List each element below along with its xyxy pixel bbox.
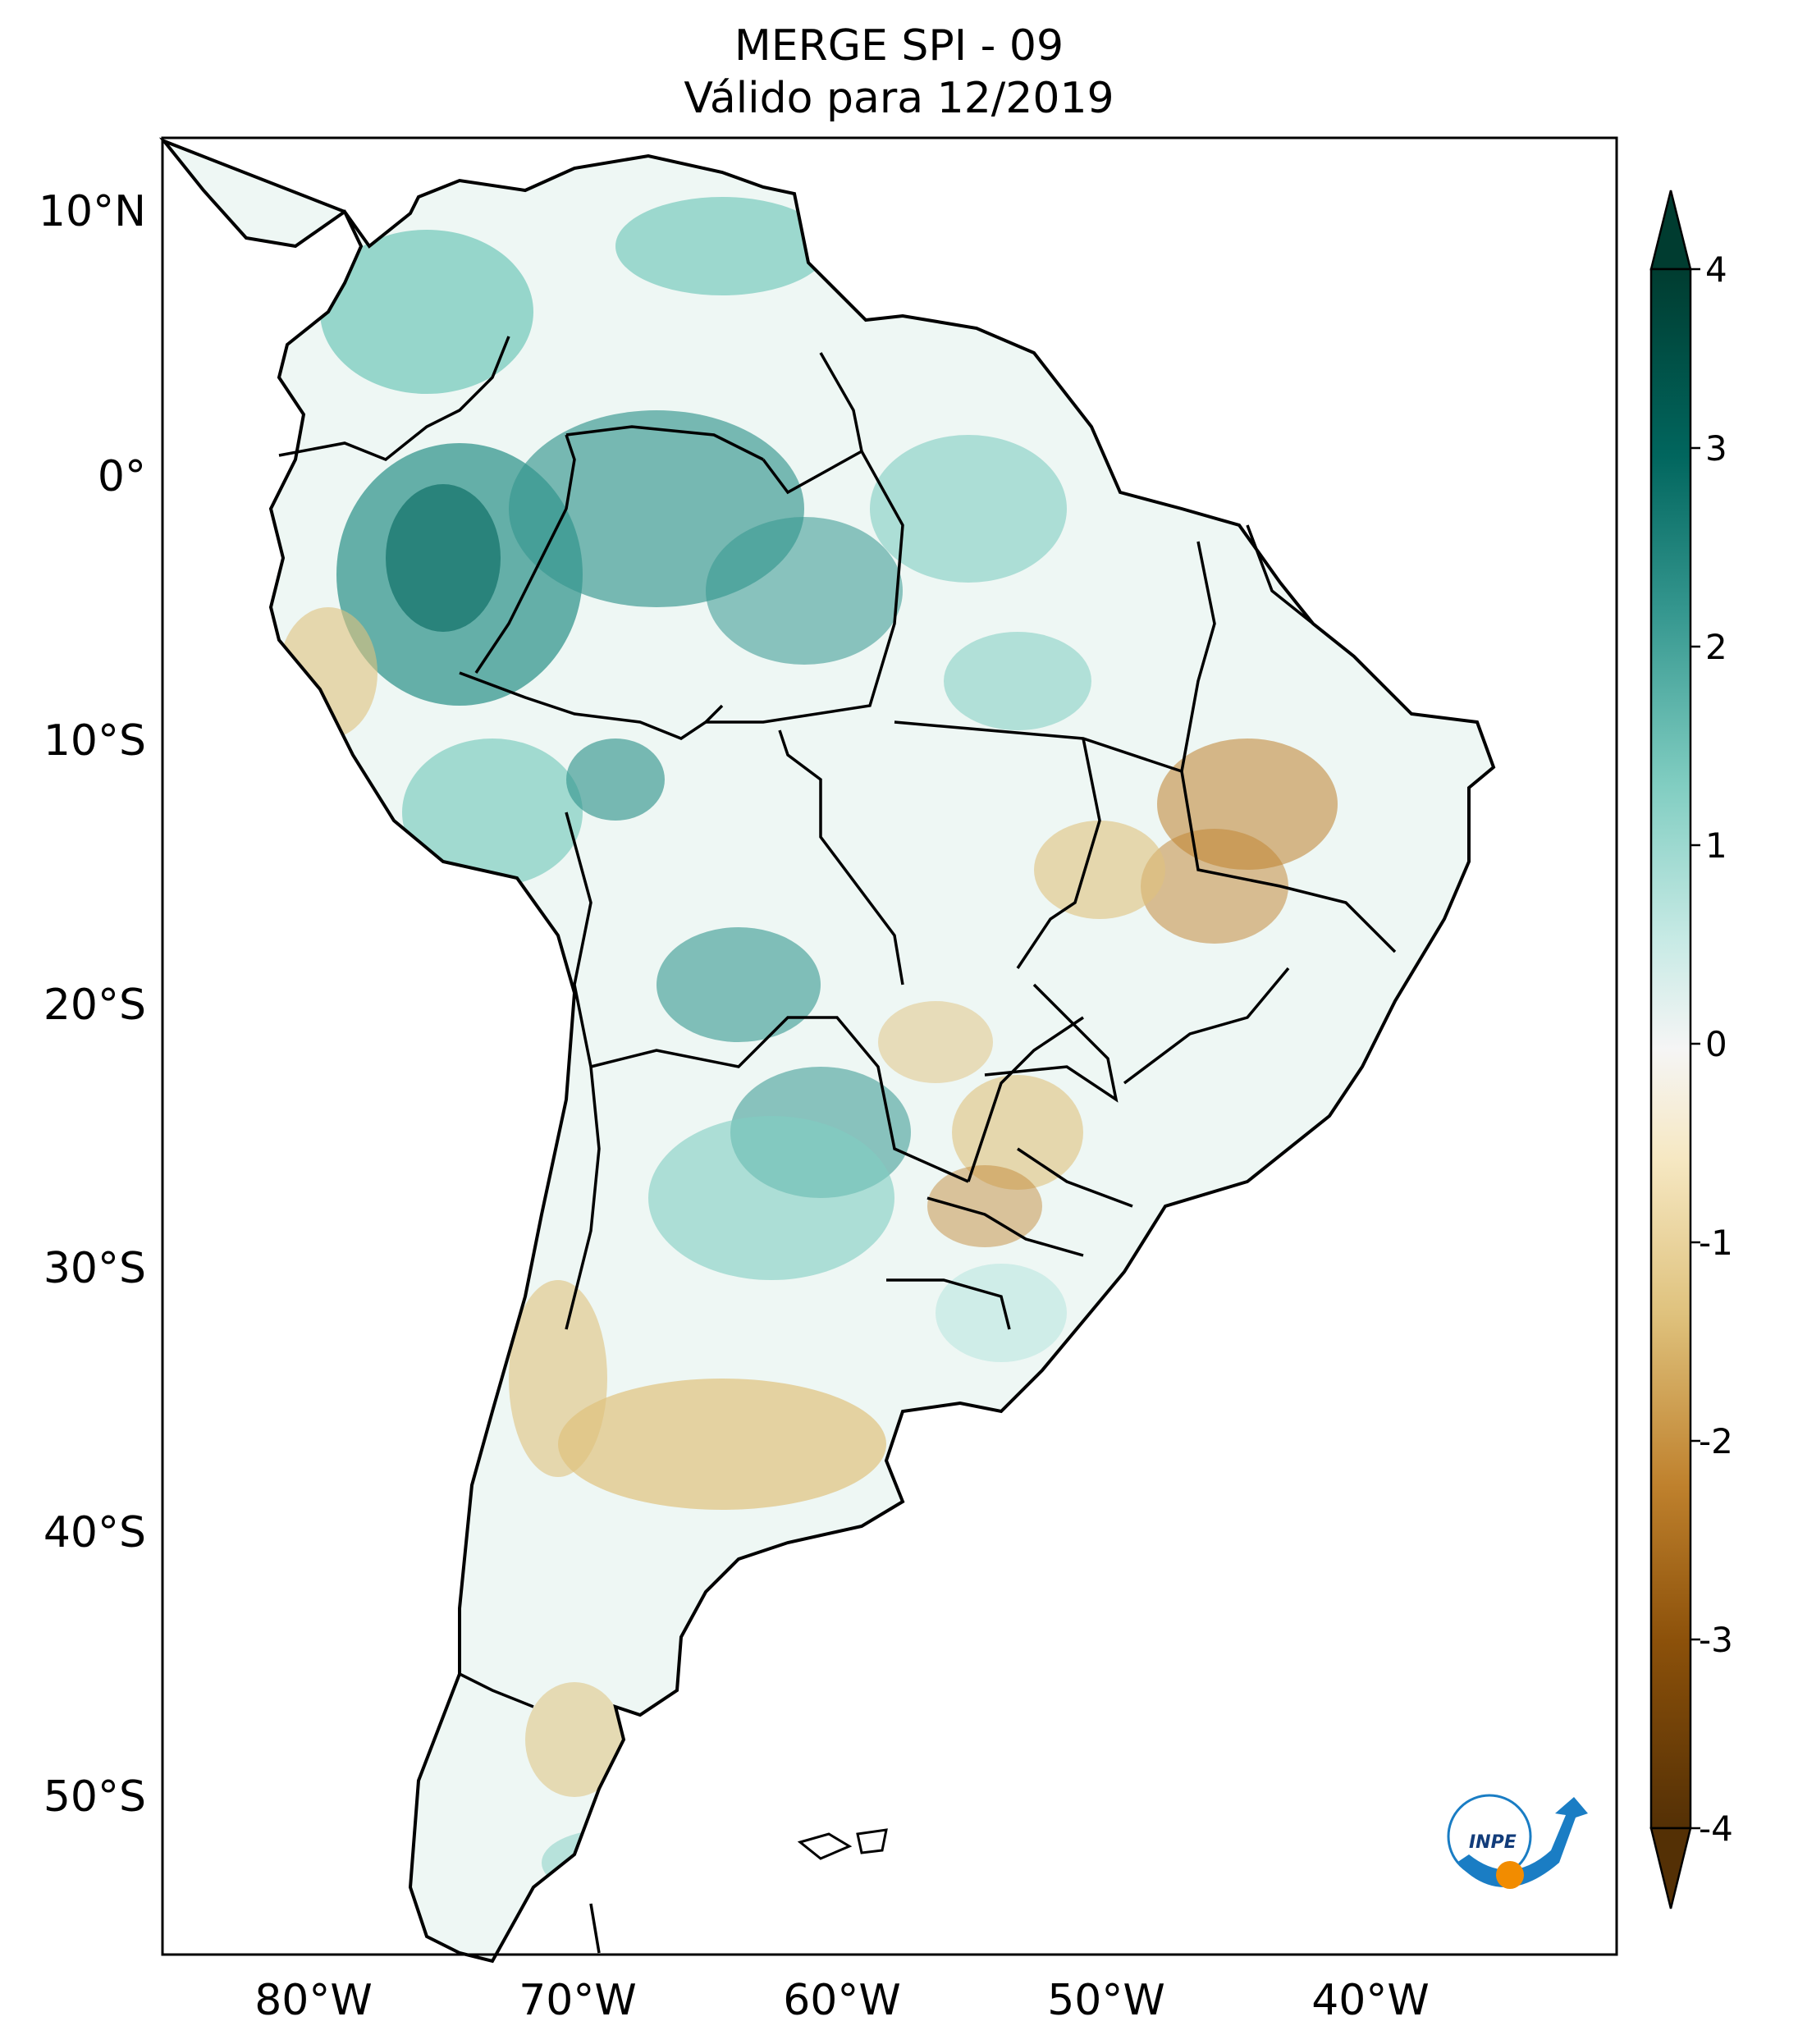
colorbar-tick-label: -4 xyxy=(1699,1809,1733,1849)
lat-label: 40°S xyxy=(43,1508,146,1557)
colorbar-tick-label: 1 xyxy=(1705,825,1727,866)
colorbar-tick-label: -1 xyxy=(1699,1223,1733,1263)
colorbar-tick-label: 0 xyxy=(1705,1024,1727,1064)
colorbar-ticks xyxy=(1690,268,1700,1830)
map-title-line1: MERGE SPI - 09 xyxy=(734,21,1064,71)
logo-arrow xyxy=(1457,1797,1588,1887)
logo-text: INPE xyxy=(1469,1832,1517,1853)
colorbar xyxy=(1649,190,1692,1909)
inpe-logo: INPE xyxy=(1447,1794,1588,1889)
logo-dot xyxy=(1496,1861,1524,1889)
lon-label: 40°W xyxy=(1311,1976,1430,2025)
colorbar-tick-label: 4 xyxy=(1705,249,1727,290)
lon-label: 70°W xyxy=(519,1976,637,2025)
colorbar-tick-label: 3 xyxy=(1705,428,1727,469)
longitude-labels: 80°W 70°W 60°W 50°W 40°W xyxy=(254,1976,1430,2025)
colorbar-bottom-extension xyxy=(1649,1827,1692,1909)
plot-frame xyxy=(161,136,1618,1956)
lat-label: 20°S xyxy=(43,981,146,1030)
lat-label: 0° xyxy=(98,452,146,501)
lat-label: 10°S xyxy=(43,716,146,766)
colorbar-body xyxy=(1649,268,1692,1830)
colorbar-tick-label: -3 xyxy=(1699,1620,1733,1660)
political-borders xyxy=(278,336,1397,1954)
colorbar-tick-label: 2 xyxy=(1705,627,1727,667)
colorbar-top-extension xyxy=(1649,190,1692,271)
lon-label: 50°W xyxy=(1047,1976,1165,2025)
colorbar-tick-label: -2 xyxy=(1699,1421,1733,1461)
lon-label: 80°W xyxy=(254,1976,373,2025)
lat-label: 50°S xyxy=(43,1772,146,1822)
map-title-line2: Válido para 12/2019 xyxy=(684,74,1114,123)
falkland-islands xyxy=(797,1828,888,1860)
spi-field xyxy=(279,197,1338,1895)
latitude-labels: 10°N 0° 10°S 20°S 30°S 40°S 50°S xyxy=(39,187,146,1822)
lat-label: 10°N xyxy=(39,187,146,236)
lat-label: 30°S xyxy=(43,1244,146,1293)
colorbar-labels: 4 3 2 1 0 -1 -2 -3 -4 xyxy=(1699,249,1733,1849)
lon-label: 60°W xyxy=(783,1976,901,2025)
